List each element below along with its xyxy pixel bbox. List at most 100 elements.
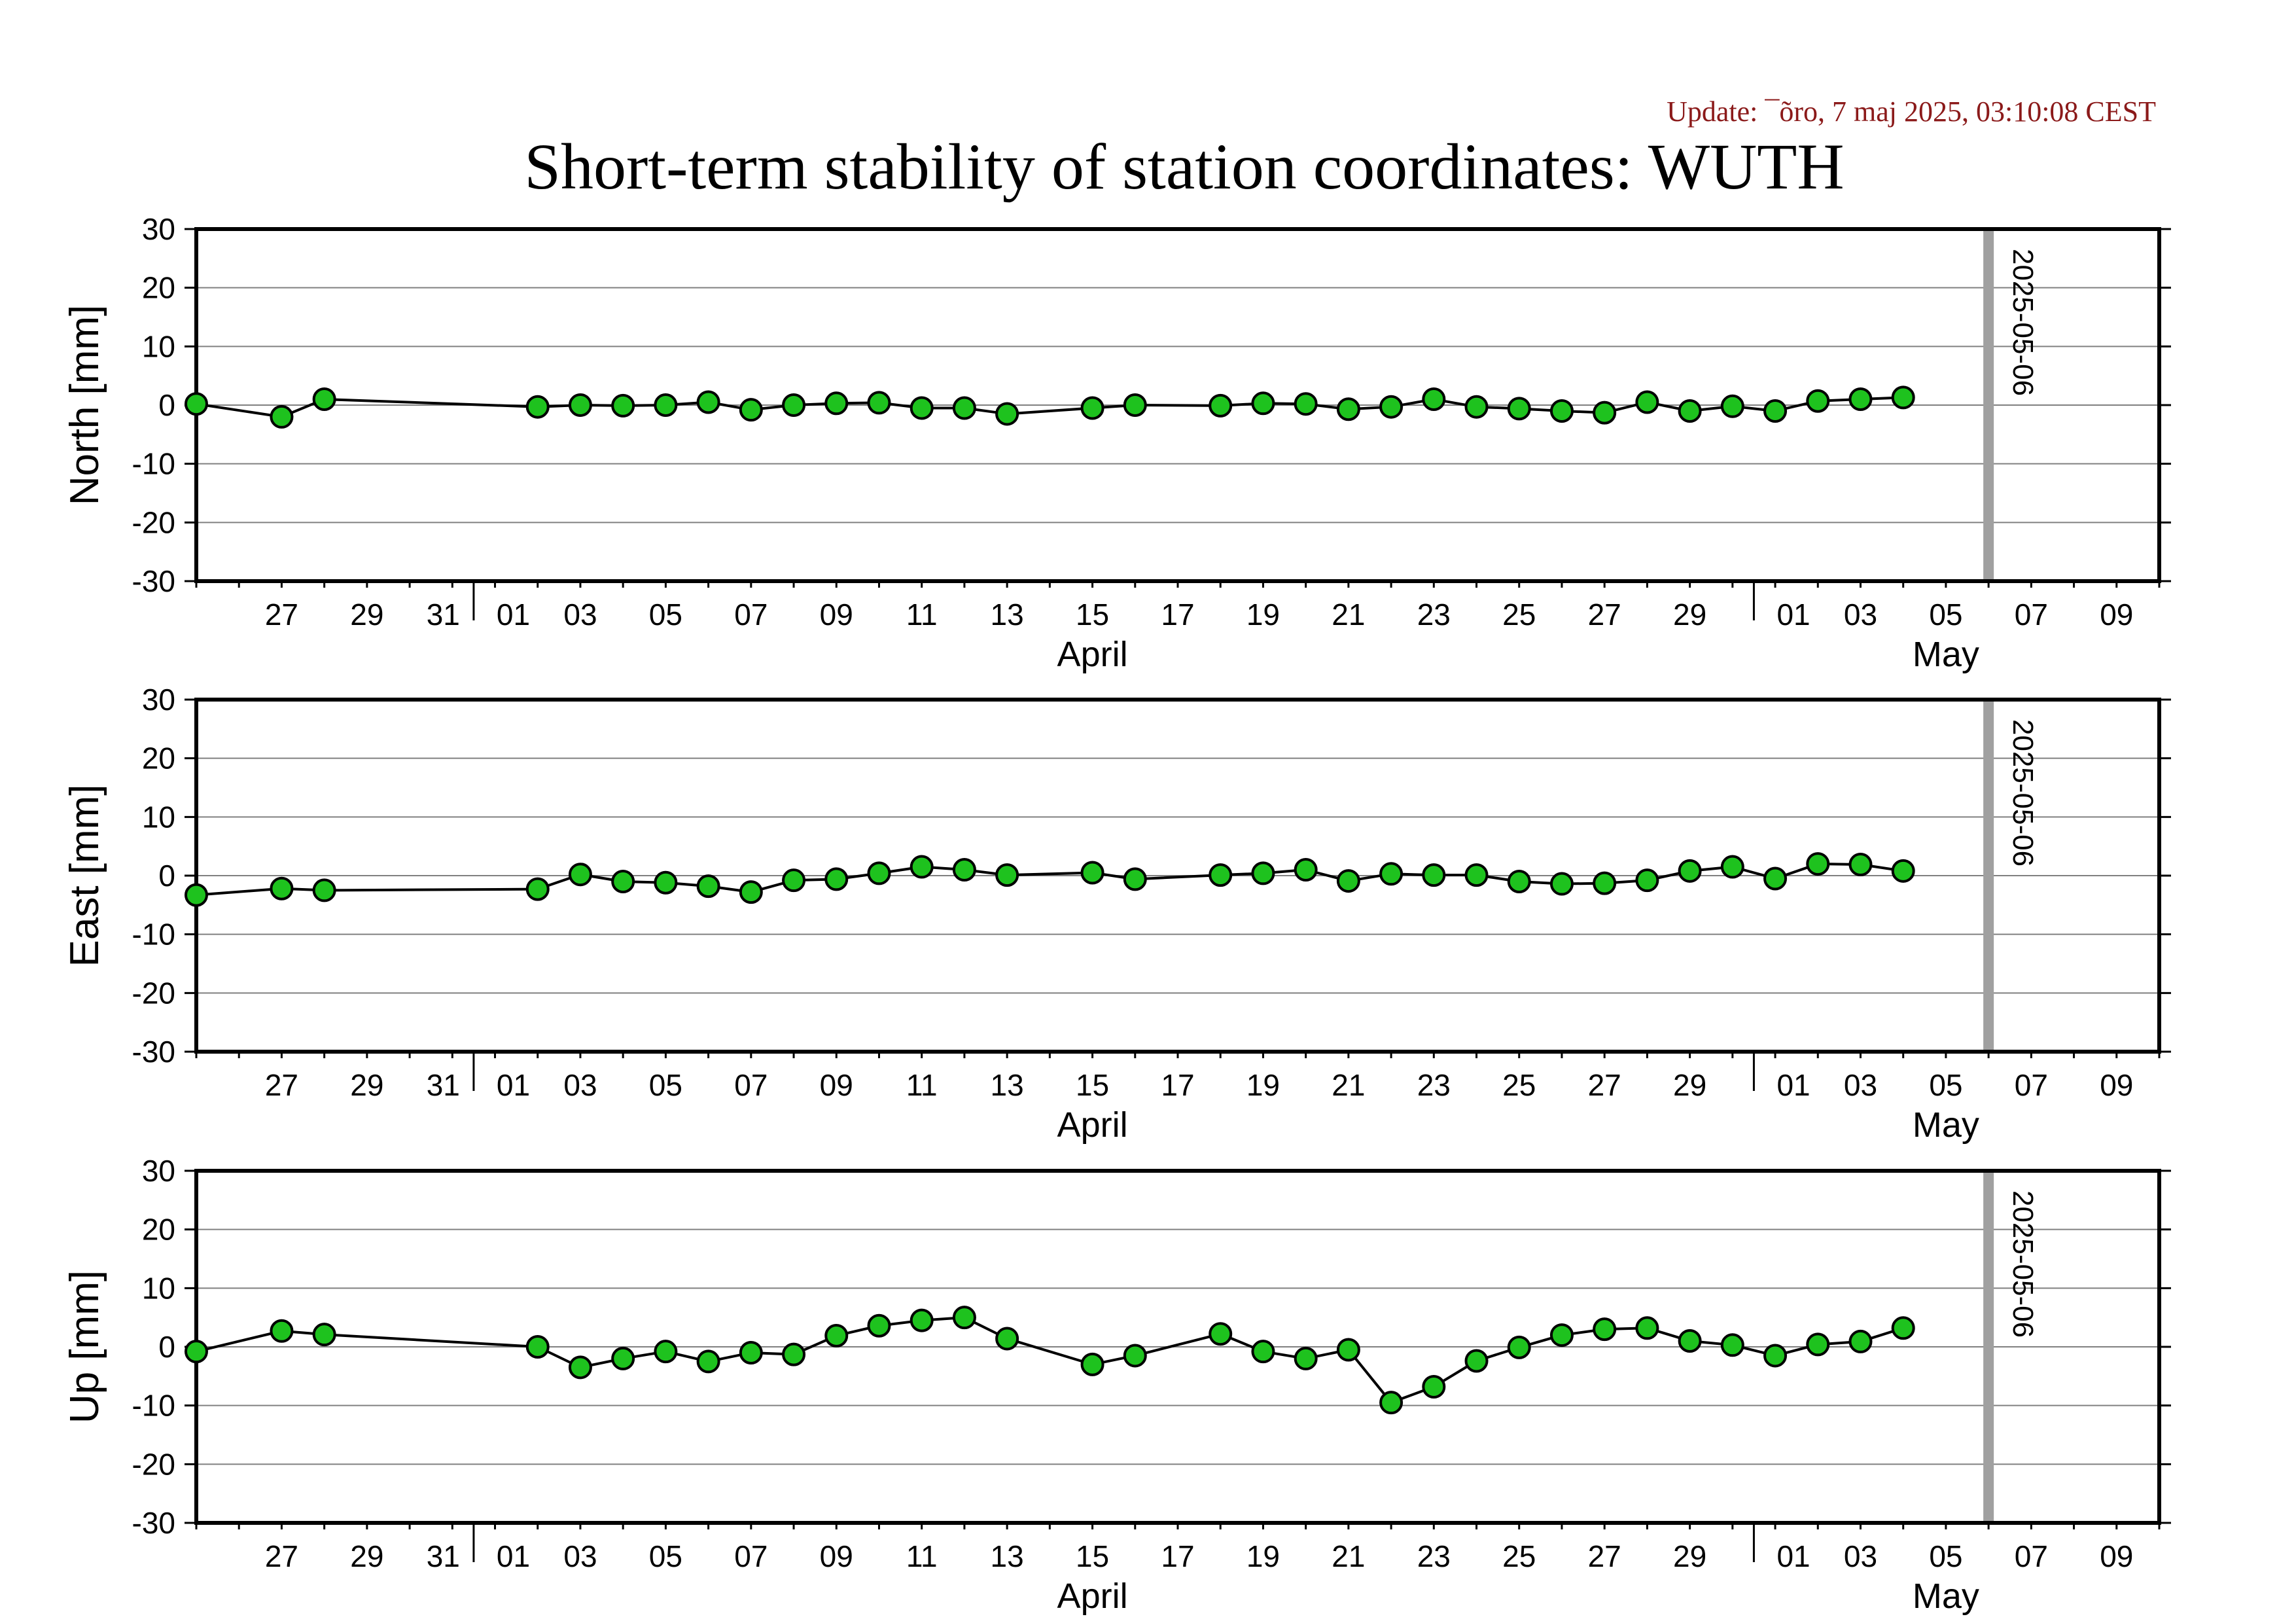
up-data-point [1294, 1346, 1318, 1370]
north-series-line [196, 396, 1903, 418]
east-data-point [1251, 861, 1275, 885]
north-xtick-label: 25 [1502, 597, 1536, 632]
north-ytick-label: 20 [142, 271, 175, 305]
east-xtick-label: 27 [265, 1068, 298, 1102]
north-data-point [525, 395, 550, 419]
chart-title: Short-term stability of station coordina… [524, 130, 1844, 203]
east-data-point [952, 858, 976, 882]
east-xtick-label: 03 [563, 1068, 597, 1102]
east-data-point [867, 861, 891, 885]
up-data-point [1891, 1316, 1915, 1340]
north-data-point [952, 396, 976, 420]
north-xtick-label: 09 [2100, 597, 2133, 632]
up-xtick-label: 21 [1332, 1539, 1365, 1573]
north-xtick-label: 27 [1588, 597, 1621, 632]
up-data-point [824, 1323, 849, 1347]
up-xtick-label: 17 [1161, 1539, 1194, 1573]
up-xtick-label: 01 [1776, 1539, 1810, 1573]
north-data-point [1251, 391, 1275, 416]
up-data-point [910, 1308, 934, 1332]
north-ytick-label: -10 [132, 447, 175, 481]
north-xtick-label: 23 [1417, 597, 1451, 632]
north-xtick-label: 17 [1161, 597, 1194, 632]
north-data-point [739, 398, 763, 422]
east-data-point [185, 883, 208, 907]
up-ytick-label: -20 [132, 1447, 175, 1481]
north-xtick-label: 21 [1332, 597, 1365, 632]
east-ytick-label: -20 [132, 976, 175, 1010]
up-xtick-label: 07 [734, 1539, 768, 1573]
up-xtick-label: 05 [1929, 1539, 1962, 1573]
up-xtick-label: 07 [2015, 1539, 2048, 1573]
east-xtick-label: 03 [1844, 1068, 1877, 1102]
east-ytick-label: 20 [142, 741, 175, 776]
east-xtick-label: 23 [1417, 1068, 1451, 1102]
east-xtick-label: 13 [991, 1068, 1024, 1102]
east-xtick-label: 19 [1246, 1068, 1280, 1102]
up-xtick-label: 09 [820, 1539, 853, 1573]
up-xtick-label: 05 [649, 1539, 682, 1573]
up-ylabel: Up [mm] [62, 1270, 107, 1423]
east-xtick-label: 09 [820, 1068, 853, 1102]
north-xtick-label: 05 [1929, 597, 1962, 632]
east-xtick-label: 29 [350, 1068, 383, 1102]
north-xtick-label: 19 [1246, 597, 1280, 632]
up-ytick-label: 10 [142, 1271, 175, 1305]
up-data-point [782, 1342, 806, 1366]
north-data-point [1422, 387, 1446, 412]
up-month-label: April [1057, 1577, 1128, 1616]
up-xtick-label: 27 [1588, 1539, 1621, 1573]
up-panel: 2025-05-06 30 20 10 0 -10 -20 -30 Up [mm] 27 29 31 0… [62, 1154, 2171, 1616]
north-data-point [1379, 395, 1404, 419]
up-xtick-label: 13 [991, 1539, 1024, 1573]
east-xtick-label: 09 [2100, 1068, 2133, 1102]
east-xtick-label: 15 [1076, 1068, 1109, 1102]
up-ytick-label: 30 [142, 1154, 175, 1188]
east-data-point [1678, 859, 1702, 883]
east-data-point [1720, 855, 1744, 879]
up-month-label: May [1913, 1577, 1979, 1616]
north-data-point [824, 391, 849, 416]
north-data-point [1336, 397, 1360, 421]
north-xtick-label: 05 [649, 597, 682, 632]
north-xtick-label: 15 [1076, 597, 1109, 632]
up-xtick-label: 19 [1246, 1539, 1280, 1573]
east-data-point [312, 878, 336, 902]
up-xtick-label: 03 [1844, 1539, 1877, 1573]
north-panel: 2025-05-06 30 20 10 0 -10 -20 -30 North [mm] 27 29… [62, 212, 2171, 674]
north-data-point [1593, 401, 1617, 425]
up-ytick-label: 0 [158, 1330, 175, 1364]
up-xtick-label: 11 [906, 1539, 938, 1573]
north-ytick-label: -30 [132, 564, 175, 598]
north-ytick-label: 30 [142, 212, 175, 246]
east-xtick-label: 01 [1776, 1068, 1810, 1102]
north-data-point [1848, 387, 1873, 412]
north-data-point [1720, 394, 1744, 418]
north-xtick-label: 07 [2015, 597, 2048, 632]
east-data-point [739, 880, 763, 904]
east-panel: 2025-05-06 30 20 10 0 -10 -20 -30 East [mm] 27 29 3… [62, 683, 2171, 1145]
north-ytick-label: -20 [132, 505, 175, 539]
east-ytick-label: 30 [142, 683, 175, 717]
up-data-point [1763, 1344, 1788, 1368]
north-ytick-label: 0 [158, 388, 175, 422]
up-data-point [1123, 1344, 1147, 1368]
north-data-point [312, 387, 336, 412]
north-xtick-label: 03 [563, 597, 597, 632]
up-data-point [1806, 1332, 1830, 1357]
east-xtick-label: 29 [1673, 1068, 1706, 1102]
up-xtick-label: 23 [1417, 1539, 1451, 1573]
north-month-label: April [1057, 635, 1128, 674]
east-data-point [1806, 852, 1830, 876]
east-data-point [1464, 863, 1489, 887]
east-xtick-label: 25 [1502, 1068, 1536, 1102]
up-data-point [1549, 1323, 1574, 1347]
east-data-point [525, 877, 550, 901]
north-data-point [782, 393, 806, 417]
north-data-point [910, 396, 934, 420]
north-data-point [867, 391, 891, 415]
north-data-point [1294, 392, 1318, 416]
up-data-point [568, 1355, 592, 1380]
north-ylabel: North [mm] [62, 305, 107, 506]
